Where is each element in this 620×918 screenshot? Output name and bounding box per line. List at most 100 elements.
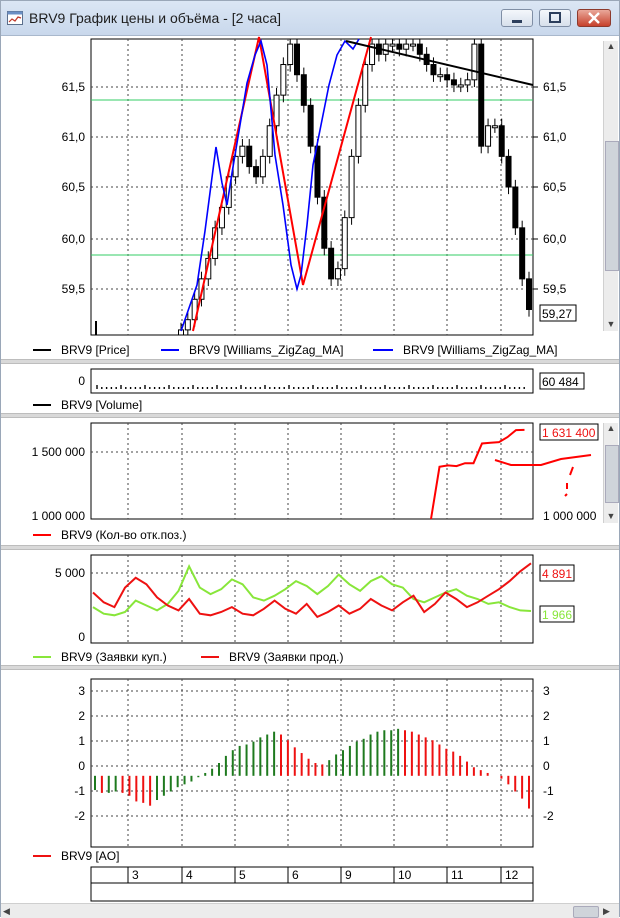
svg-text:2: 2 xyxy=(543,709,550,723)
svg-text:3: 3 xyxy=(132,868,139,882)
scroll-up-icon[interactable]: ▲ xyxy=(606,41,616,51)
legend-volume: BRV9 [Volume] xyxy=(61,398,142,412)
time-axis-labels: 3 4 5 6 9 10 11 12 xyxy=(127,867,519,883)
price-candle xyxy=(491,125,498,129)
svg-text:61,5: 61,5 xyxy=(543,80,567,94)
svg-text:1: 1 xyxy=(78,734,85,748)
maximize-button[interactable] xyxy=(539,9,571,27)
svg-text:11: 11 xyxy=(451,868,464,882)
price-candle xyxy=(444,74,451,81)
volume-pane[interactable]: 0 60 484 BRV9 [Volume] xyxy=(1,365,601,413)
price-candle xyxy=(478,43,485,147)
price-candle xyxy=(266,125,273,157)
sell-orders-line xyxy=(92,562,532,619)
price-candle xyxy=(362,64,369,106)
oi-line xyxy=(430,428,525,520)
price-candle xyxy=(184,319,191,331)
scroll-left-icon[interactable]: ◀ xyxy=(3,906,10,916)
price-candle xyxy=(239,145,246,157)
scroll-down-icon[interactable]: ▼ xyxy=(606,319,616,329)
svg-text:61,5: 61,5 xyxy=(62,80,86,94)
orders-pane[interactable]: 5 000 0 4 891 1 966 BRV9 (Заявки куп.) B… xyxy=(1,551,601,667)
svg-text:0: 0 xyxy=(78,630,85,644)
title-bar[interactable]: BRV9 График цены и объёма - [2 часа] xyxy=(1,1,619,36)
svg-text:10: 10 xyxy=(398,868,412,882)
price-legend: BRV9 [Price] BRV9 [Williams_ZigZag_MA] B… xyxy=(33,343,558,357)
scroll-right-icon[interactable]: ▶ xyxy=(603,906,610,916)
price-candle xyxy=(464,79,471,86)
price-candle xyxy=(416,43,423,55)
horizontal-scroll-thumb[interactable] xyxy=(573,906,599,918)
pane-splitter[interactable] xyxy=(1,545,619,550)
legend-sell-orders: BRV9 (Заявки прод.) xyxy=(229,650,343,664)
svg-text:61,0: 61,0 xyxy=(543,130,567,144)
svg-text:-1: -1 xyxy=(543,784,554,798)
oi-scroll-thumb[interactable] xyxy=(605,445,619,503)
price-candle xyxy=(300,74,307,106)
horizontal-scrollbar[interactable]: ◀ ▶ xyxy=(1,903,619,918)
close-button[interactable] xyxy=(577,9,611,27)
svg-text:1 000 000: 1 000 000 xyxy=(32,509,86,523)
zigzag-blue-line xyxy=(180,38,360,332)
last-sell-value: 4 891 xyxy=(542,567,572,581)
maximize-icon xyxy=(549,12,561,23)
pane-splitter[interactable] xyxy=(1,359,619,364)
price-vertical-scrollbar[interactable]: ▲ ▼ xyxy=(603,41,619,331)
price-candle xyxy=(328,247,335,280)
ao-pane[interactable]: 3 2 1 0 -1 -2 3 2 1 0 -1 -2 BRV9 [AO] 3 … xyxy=(1,671,601,903)
scroll-up-icon[interactable]: ▲ xyxy=(606,423,616,433)
price-candle xyxy=(355,104,362,157)
price-candle xyxy=(430,64,437,76)
svg-text:60,0: 60,0 xyxy=(62,232,86,246)
pane-splitter[interactable] xyxy=(1,665,619,670)
oi-grid xyxy=(91,423,533,519)
price-pane[interactable]: 61,5 61,0 60,5 60,0 59,5 61,5 61,0 60,5 … xyxy=(1,35,601,355)
svg-text:12: 12 xyxy=(505,868,519,882)
last-buy-box xyxy=(539,605,575,623)
svg-text:60,5: 60,5 xyxy=(62,180,86,194)
price-candle xyxy=(253,166,260,178)
price-candle xyxy=(307,104,314,147)
minimize-button[interactable] xyxy=(501,9,533,27)
price-candle xyxy=(526,278,532,310)
pane-splitter[interactable] xyxy=(1,413,619,418)
price-right-axis: 61,5 61,0 60,5 60,0 59,5 xyxy=(533,80,567,296)
svg-text:59,5: 59,5 xyxy=(543,282,567,296)
price-candle xyxy=(471,43,478,81)
legend-oi: BRV9 (Кол-во отк.поз.) xyxy=(61,528,186,542)
price-candle xyxy=(403,43,410,50)
last-oi-value: 1 631 400 xyxy=(542,426,596,440)
svg-text:-1: -1 xyxy=(74,784,85,798)
price-candle xyxy=(450,79,457,86)
last-volume-value: 60 484 xyxy=(542,375,579,389)
oi-axis: 1 500 000 1 000 000 1 000 000 xyxy=(32,445,597,523)
volume-bars xyxy=(96,385,525,389)
price-candle xyxy=(396,43,403,50)
svg-text:9: 9 xyxy=(345,868,352,882)
price-candle xyxy=(437,74,444,78)
svg-text:1 000 000: 1 000 000 xyxy=(543,509,597,523)
oi-vertical-scrollbar[interactable]: ▲ ▼ xyxy=(603,423,619,523)
price-candle xyxy=(294,43,300,76)
window-title: BRV9 График цены и объёма - [2 часа] xyxy=(29,10,282,26)
oi-overlay-marks xyxy=(494,454,592,497)
last-volume-box xyxy=(539,372,585,390)
price-candle xyxy=(280,64,287,96)
legend-zigzag-1: BRV9 [Williams_ZigZag_MA] xyxy=(189,343,344,357)
scroll-down-icon[interactable]: ▼ xyxy=(606,511,616,521)
price-scroll-thumb[interactable] xyxy=(605,141,619,271)
price-candle xyxy=(259,155,266,178)
volume-left-tick: 0 xyxy=(78,374,85,388)
last-oi-box xyxy=(539,423,599,441)
open-interest-pane[interactable]: 1 500 000 1 000 000 1 000 000 1 631 400 … xyxy=(1,419,601,545)
price-candle xyxy=(498,125,505,157)
trend-line-black xyxy=(345,40,534,86)
price-left-axis: 61,5 61,0 60,5 60,0 59,5 xyxy=(62,80,86,296)
svg-text:0: 0 xyxy=(78,759,85,773)
legend-price: BRV9 [Price] xyxy=(61,343,129,357)
svg-text:60,0: 60,0 xyxy=(543,232,567,246)
legend-ao: BRV9 [AO] xyxy=(61,849,119,863)
last-sell-box xyxy=(539,564,575,582)
svg-text:4: 4 xyxy=(186,868,193,882)
